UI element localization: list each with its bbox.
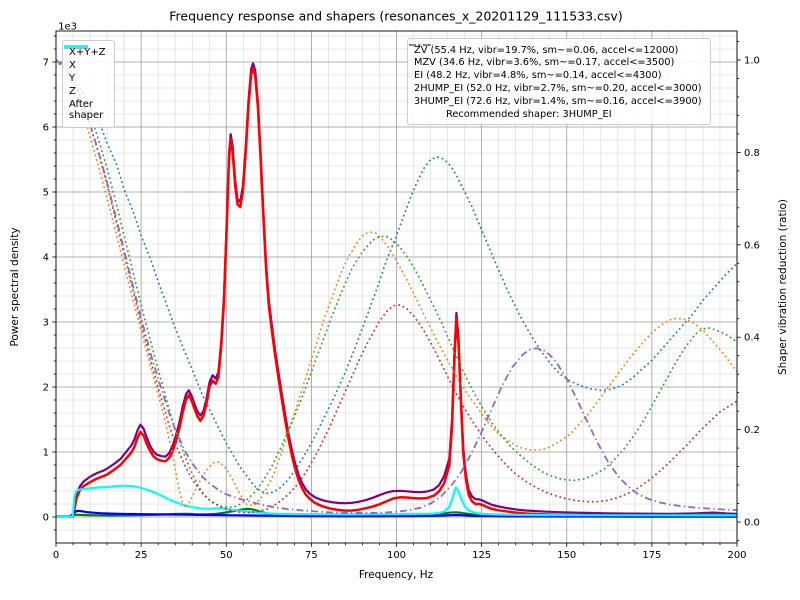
legend-item-x: X bbox=[64, 45, 106, 72]
tick-label: 0.4 bbox=[744, 333, 760, 344]
x-axis-label: Frequency, Hz bbox=[358, 569, 434, 581]
legend-item-y: Y bbox=[64, 45, 106, 85]
series-group bbox=[56, 59, 737, 518]
tick-label: 0.0 bbox=[744, 518, 760, 529]
y-left-offset-text: 1e3 bbox=[58, 21, 77, 33]
series-ei-line bbox=[56, 59, 737, 508]
tick-label: 7 bbox=[43, 58, 49, 69]
tick-label: 0 bbox=[43, 513, 49, 524]
legend-item-z: Z bbox=[64, 45, 106, 98]
tick-label: 50 bbox=[220, 550, 233, 561]
tick-label: 0.6 bbox=[744, 240, 760, 251]
tick-label: 100 bbox=[387, 550, 406, 561]
series-z-line bbox=[56, 509, 737, 518]
legend-label: EI (48.2 Hz, vibr=4.8%, sm~=0.14, accel<… bbox=[414, 70, 662, 82]
legend-item-ei: EI (48.2 Hz, vibr=4.8%, sm~=0.14, accel<… bbox=[409, 44, 702, 82]
legend-label: ZV (55.4 Hz, vibr=19.7%, sm~=0.06, accel… bbox=[414, 44, 679, 56]
ticks: 0 25 50 75 100 125 150 175 200 0 1 2 3 4 5 6 7 0.0 0.2 0.4 0… bbox=[43, 35, 760, 561]
tick-label: 5 bbox=[43, 188, 49, 199]
tick-label: 0 bbox=[53, 550, 59, 561]
series-after-line bbox=[56, 484, 737, 518]
legend-swatch-3hump_ei bbox=[409, 44, 433, 46]
tick-label: 175 bbox=[642, 550, 661, 561]
legend-label: 2HUMP_EI (52.0 Hz, vibr=2.7%, sm~=0.20, … bbox=[414, 82, 702, 94]
tick-label: 4 bbox=[43, 253, 49, 264]
tick-label: 0.8 bbox=[744, 148, 760, 159]
series-x-line bbox=[56, 67, 737, 518]
tick-label: 0.2 bbox=[744, 425, 760, 436]
tick-label: 75 bbox=[305, 550, 318, 561]
legend-label: After shaper bbox=[69, 98, 104, 122]
legend-item-zv: ZV (55.4 Hz, vibr=19.7%, sm~=0.06, accel… bbox=[409, 44, 702, 56]
legend-item-3hump_ei: 3HUMP_EI (72.6 Hz, vibr=1.4%, sm~=0.16, … bbox=[409, 44, 702, 107]
series-zv-line bbox=[56, 59, 737, 495]
series-mzv-line bbox=[56, 59, 737, 509]
recommended-shaper-note: Recommended shaper: 3HUMP_EI bbox=[446, 108, 612, 120]
legend-psd: X+Y+Z X Y Z After shaper bbox=[62, 40, 115, 128]
tick-label: 6 bbox=[43, 123, 49, 134]
legend-label: Y bbox=[69, 72, 76, 84]
legend-label: Z bbox=[69, 85, 76, 97]
legend-label: 3HUMP_EI (72.6 Hz, vibr=1.4%, sm~=0.16, … bbox=[414, 95, 702, 107]
grid-minor bbox=[56, 31, 737, 543]
legend-shapers: ZV (55.4 Hz, vibr=19.7%, sm~=0.06, accel… bbox=[407, 38, 711, 125]
chart-title: Frequency response and shapers (resonanc… bbox=[169, 8, 623, 24]
series-3hump_ei-line bbox=[56, 59, 737, 514]
tick-label: 125 bbox=[472, 550, 491, 561]
legend-label: X bbox=[69, 59, 76, 71]
legend-label: X+Y+Z bbox=[69, 46, 106, 58]
tick-label: 25 bbox=[135, 550, 148, 561]
legend-item-mzv: MZV (34.6 Hz, vibr=3.6%, sm~=0.17, accel… bbox=[409, 44, 702, 69]
tick-label: 150 bbox=[557, 550, 576, 561]
legend-label: MZV (34.6 Hz, vibr=3.6%, sm~=0.17, accel… bbox=[414, 57, 675, 69]
tick-label: 2 bbox=[43, 383, 49, 394]
legend-item-2hump_ei: 2HUMP_EI (52.0 Hz, vibr=2.7%, sm~=0.20, … bbox=[409, 44, 702, 94]
tick-label: 1 bbox=[43, 448, 49, 459]
tick-label: 200 bbox=[727, 550, 746, 561]
y-right-axis-label: Shaper vibration reduction (ratio) bbox=[777, 198, 789, 376]
tick-label: 3 bbox=[43, 318, 49, 329]
tick-label: 1.0 bbox=[744, 56, 760, 67]
legend-item-after: After shaper bbox=[64, 45, 106, 122]
legend-swatch-after bbox=[64, 45, 88, 49]
y-left-axis-label: Power spectral density bbox=[9, 227, 21, 347]
